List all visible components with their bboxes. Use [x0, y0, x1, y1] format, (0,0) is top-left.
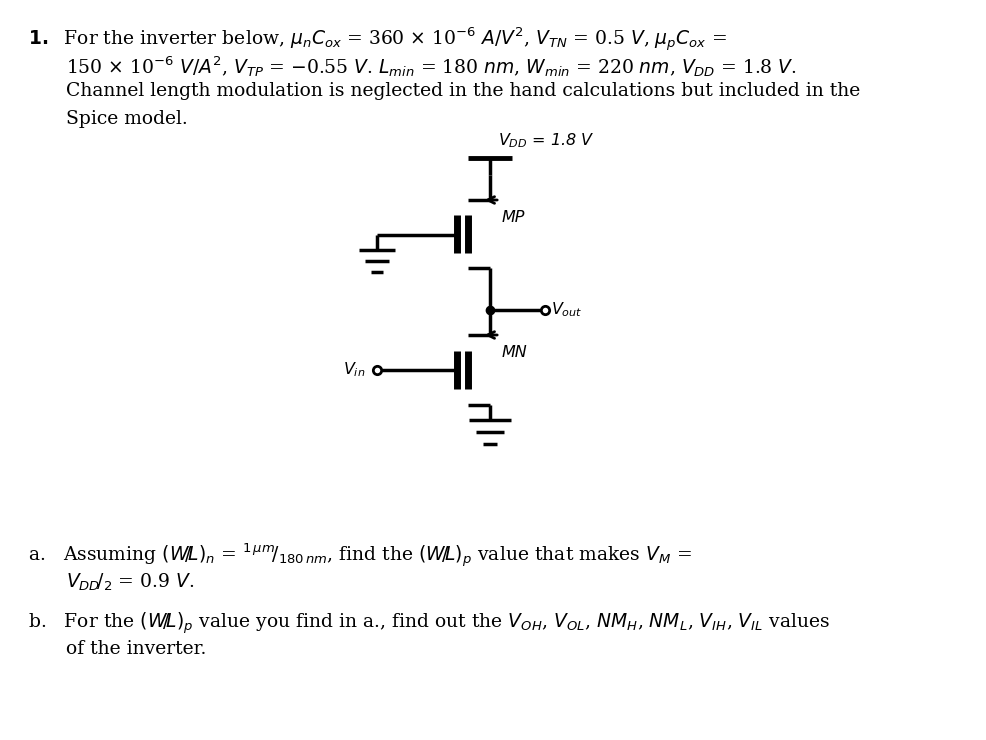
Text: of the inverter.: of the inverter.	[66, 640, 206, 658]
Text: Spice model.: Spice model.	[66, 110, 187, 128]
Text: $V_{DD}\!/_{2}$ = 0.9 $V$.: $V_{DD}\!/_{2}$ = 0.9 $V$.	[66, 572, 194, 593]
Text: MN: MN	[502, 345, 528, 360]
Text: $V_{out}$: $V_{out}$	[551, 300, 583, 320]
Text: $V_{in}$: $V_{in}$	[343, 360, 365, 380]
Text: b.   For the $(W\!/\!L)_p$ value you find in a., find out the $V_{OH}$, $V_{OL}$: b. For the $(W\!/\!L)_p$ value you find …	[28, 610, 830, 636]
Text: MP: MP	[502, 210, 526, 225]
Text: Channel length modulation is neglected in the hand calculations but included in : Channel length modulation is neglected i…	[66, 82, 860, 100]
Text: $\mathbf{1.}$  For the inverter below, $\mu_nC_{ox}$ = 360 $\times$ 10$^{-6}$ $A: $\mathbf{1.}$ For the inverter below, $\…	[28, 26, 727, 54]
Text: 150 $\times$ 10$^{-6}$ $V/A^2$, $V_{TP}$ = $-$0.55 $V$. $L_{min}$ = 180 $nm$, $W: 150 $\times$ 10$^{-6}$ $V/A^2$, $V_{TP}$…	[66, 54, 797, 78]
Text: a.   Assuming $(W\!/\!L)_n$ = $^{1\,\mu m}\!/_{180\,nm}$, find the $(W\!/\!L)_p$: a. Assuming $(W\!/\!L)_n$ = $^{1\,\mu m}…	[28, 542, 692, 570]
Text: $V_{DD}$ = 1.8 V: $V_{DD}$ = 1.8 V	[498, 131, 595, 150]
